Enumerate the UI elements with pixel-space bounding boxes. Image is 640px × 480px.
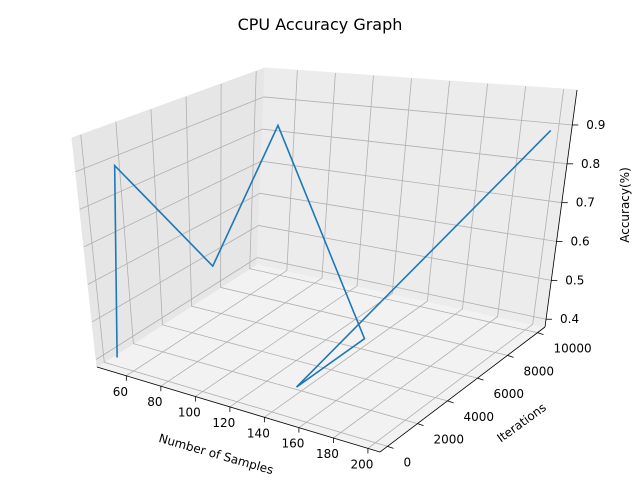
- z-tick-label: 0.7: [576, 196, 595, 210]
- y-tick-label: 0: [404, 455, 412, 469]
- y-tick-label: 6000: [494, 387, 525, 401]
- z-axis-line: [544, 89, 578, 328]
- y-tick-mark: [387, 445, 394, 449]
- x-tick-label: 100: [178, 406, 201, 420]
- y-tick-mark: [477, 377, 484, 381]
- x-gridline: [160, 72, 336, 387]
- y-gridline: [185, 96, 478, 379]
- z-gridline: [79, 128, 568, 210]
- y-tick-label: 10000: [554, 342, 592, 356]
- x-gridline: [298, 83, 488, 428]
- series-layer: [113, 123, 552, 388]
- y-axis-line: [379, 326, 546, 453]
- x-gridline: [229, 78, 412, 408]
- z-tick-label: 0.8: [581, 157, 600, 171]
- y-gridline: [150, 109, 448, 402]
- z-tick-label: 0.9: [586, 118, 605, 132]
- y-gridline: [80, 134, 388, 447]
- x-axis-line: [96, 366, 381, 453]
- x-tick-label: 140: [247, 426, 270, 440]
- y-gridline: [115, 122, 418, 424]
- y-gridline: [249, 71, 538, 334]
- x-gridline: [195, 75, 374, 397]
- x-tick-label: 180: [316, 447, 339, 461]
- x-tick-label: 80: [147, 395, 162, 409]
- z-tick-label: 0.5: [565, 273, 584, 287]
- z-axis-label: Accuracy(%): [618, 167, 632, 243]
- x-tick-label: 120: [212, 416, 235, 430]
- y-tick-mark: [417, 423, 424, 426]
- z-gridline: [95, 257, 547, 360]
- x-tick-label: 60: [113, 385, 128, 399]
- y-tick-mark: [507, 355, 514, 358]
- x-tick-label: 160: [281, 437, 304, 451]
- x-tick-label: 200: [350, 457, 373, 471]
- y-tick-mark: [447, 400, 454, 404]
- y-tick-label: 4000: [464, 410, 495, 424]
- y-tick-label: 8000: [524, 364, 555, 378]
- gridlines: [75, 70, 573, 449]
- z-gridline: [91, 225, 552, 323]
- series-line-0: [113, 123, 552, 388]
- y-axis-label: Iterations: [494, 400, 548, 445]
- axis-panes: [71, 67, 578, 453]
- z-gridline: [75, 96, 573, 173]
- chart-title: CPU Accuracy Graph: [238, 15, 403, 34]
- x-gridline: [333, 86, 527, 439]
- z-tick-label: 0.6: [571, 235, 590, 249]
- axis-edges: [96, 89, 578, 453]
- x-gridline: [126, 70, 298, 377]
- y-tick-label: 2000: [434, 433, 465, 447]
- x-gridline: [264, 80, 450, 418]
- x-gridline: [367, 89, 565, 449]
- y-tick-mark: [537, 332, 544, 336]
- y-gridline: [220, 83, 508, 356]
- z-tick-label: 0.4: [560, 312, 579, 326]
